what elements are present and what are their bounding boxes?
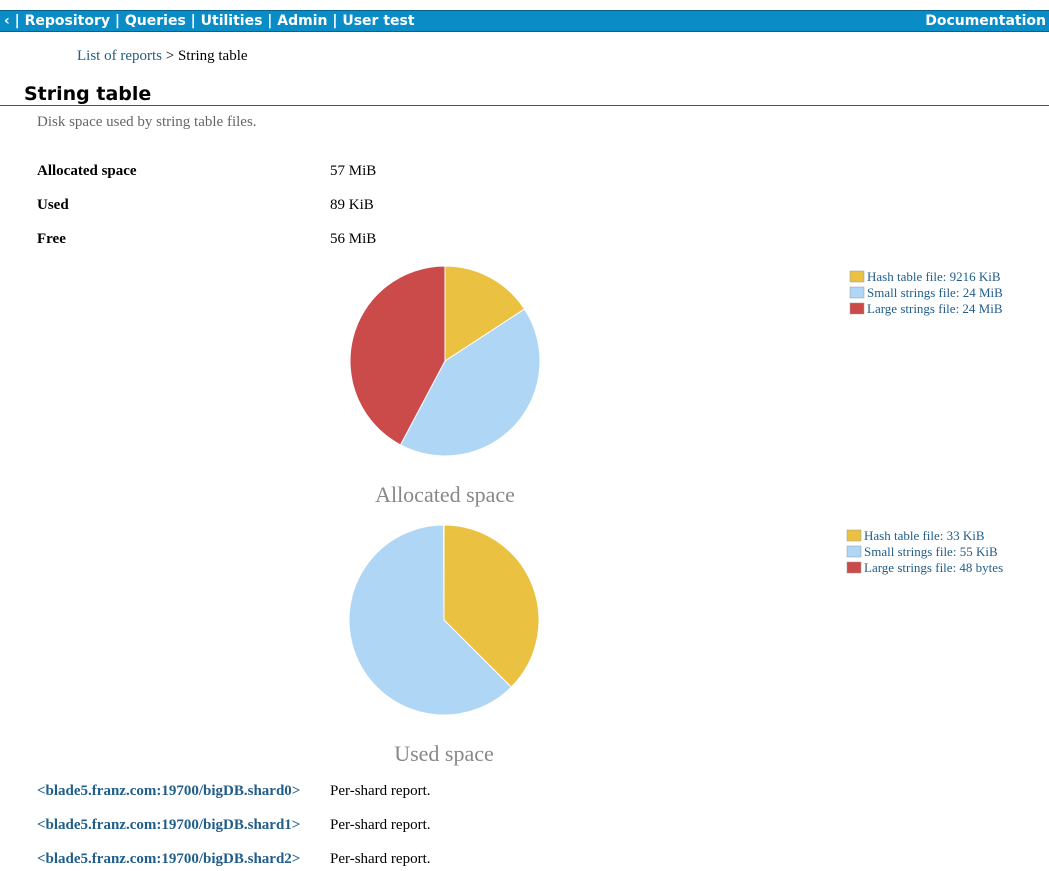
breadcrumb-link[interactable]: List of reports — [77, 48, 162, 64]
shard-text: Per-shard report. — [330, 783, 431, 799]
legend-swatch — [849, 302, 865, 315]
page-title: String table — [24, 83, 152, 105]
description: Disk space used by string table files. — [37, 114, 257, 130]
pie-slice — [443, 524, 540, 688]
legend-swatch — [846, 561, 862, 574]
nav-bar: ‹ | Repository | Queries | Utilities | A… — [0, 10, 1049, 32]
legend-label: Small strings file: 24 MiB — [867, 285, 1003, 300]
row-label: Free — [37, 231, 66, 247]
row-value: 56 MiB — [330, 231, 377, 247]
row-value: 89 KiB — [330, 197, 374, 213]
row-label: Allocated space — [37, 163, 137, 179]
legend-label: Small strings file: 55 KiB — [864, 544, 998, 559]
legend-label: Hash table file: 33 KiB — [864, 528, 985, 543]
legend-swatch — [849, 270, 865, 283]
legend-label: Hash table file: 9216 KiB — [867, 269, 1001, 284]
chart-title: Allocated space — [375, 482, 515, 507]
shard-text: Per-shard report. — [330, 817, 431, 833]
breadcrumb: List of reports > String table — [77, 48, 248, 65]
nav-documentation[interactable]: Documentation — [925, 13, 1046, 29]
row-value: 57 MiB — [330, 163, 377, 179]
row-label: Used — [37, 197, 69, 213]
pie-slice — [348, 524, 512, 716]
legend-swatch — [846, 529, 862, 542]
chart-title: Used space — [394, 741, 494, 766]
shard-link[interactable]: <blade5.franz.com:19700/bigDB.shard2> — [37, 851, 301, 867]
legend-swatch — [849, 286, 865, 299]
legend-label: Large strings file: 24 MiB — [867, 301, 1003, 316]
pie-slice — [349, 265, 446, 446]
pie-slice — [444, 265, 526, 362]
legend-label: Large strings file: 48 bytes — [864, 560, 1003, 575]
legend-swatch — [846, 545, 862, 558]
title-rule — [0, 105, 1049, 106]
shard-text: Per-shard report. — [330, 851, 431, 867]
shard-link[interactable]: <blade5.franz.com:19700/bigDB.shard0> — [37, 783, 301, 799]
breadcrumb-current: > String table — [165, 48, 248, 64]
nav-links[interactable]: ‹ | Repository | Queries | Utilities | A… — [4, 13, 415, 29]
pie-slice — [399, 308, 541, 457]
shard-link[interactable]: <blade5.franz.com:19700/bigDB.shard1> — [37, 817, 301, 833]
